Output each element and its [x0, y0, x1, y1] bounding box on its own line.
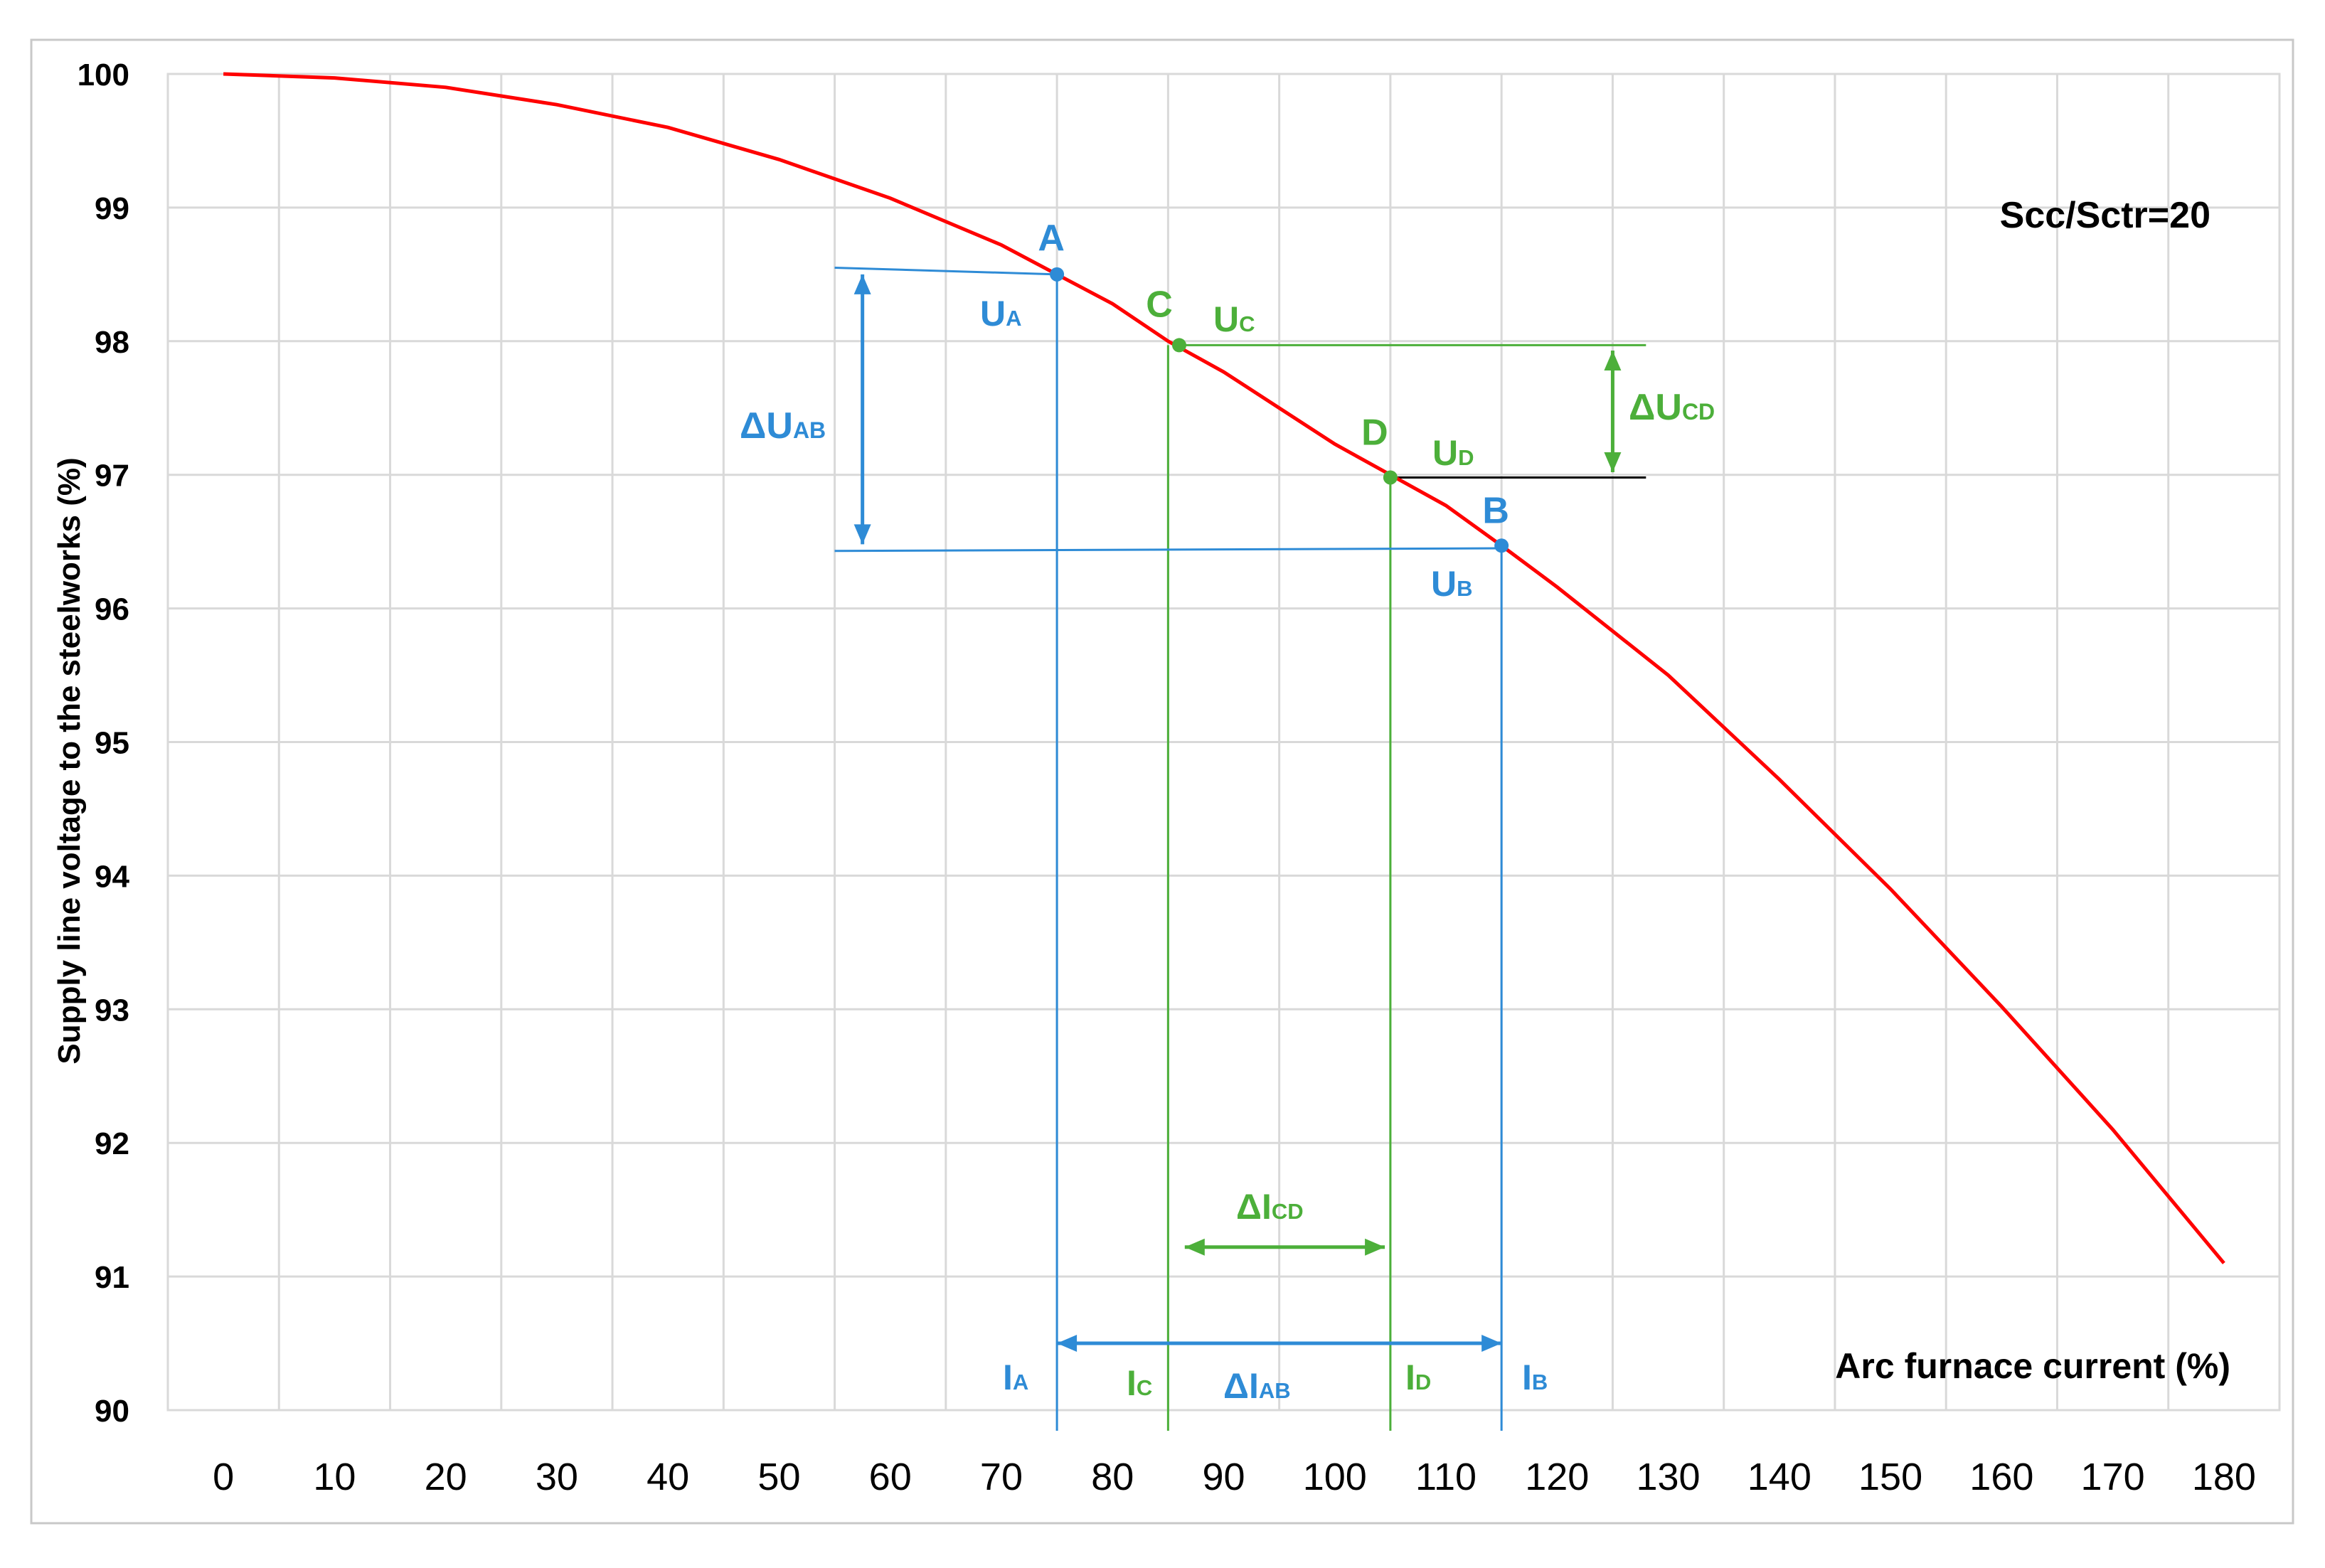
label-delta-i-cd: ΔICD — [1236, 1187, 1304, 1227]
guide-ub — [834, 547, 1502, 553]
y-tick-label: 95 — [95, 726, 129, 761]
delta-u-cd-arrow-head — [1604, 350, 1622, 370]
point-label-c: C — [1146, 284, 1173, 325]
y-tick-label: 98 — [95, 325, 129, 360]
y-tick-label: 99 — [95, 191, 129, 226]
delta-i-ab-arrow — [1057, 1335, 1502, 1353]
delta-u-ab-arrow-head — [853, 524, 871, 545]
delta-i-cd-arrow-head — [1184, 1238, 1205, 1256]
x-tick-label: 150 — [1858, 1456, 1922, 1498]
x-tick-label: 60 — [869, 1456, 912, 1498]
point-d — [1383, 470, 1398, 485]
y-tick-label: 94 — [95, 859, 129, 894]
y-tick-label: 100 — [78, 58, 129, 92]
delta-u-ab-arrow — [853, 274, 871, 545]
label-uc: UC — [1213, 299, 1255, 339]
label-ub: UB — [1431, 564, 1473, 604]
label-delta-u-ab: ΔUAB — [740, 405, 826, 447]
x-tick-label: 10 — [313, 1456, 356, 1498]
point-label-b: B — [1482, 490, 1509, 531]
voltage-curve — [223, 72, 2225, 1264]
gridlines — [166, 73, 2281, 1412]
x-tick-label: 170 — [2081, 1456, 2145, 1498]
y-tick-label: 92 — [95, 1126, 129, 1161]
label-ua: UA — [980, 294, 1022, 334]
y-tick-label: 90 — [95, 1394, 129, 1429]
x-tick-label: 80 — [1091, 1456, 1134, 1498]
delta-i-ab-arrow-head — [1481, 1335, 1502, 1353]
x-tick-label: 20 — [425, 1456, 467, 1498]
label-delta-i-ab: ΔIAB — [1223, 1366, 1291, 1406]
y-tick-label: 91 — [95, 1260, 129, 1295]
label-ud: UD — [1432, 433, 1474, 473]
delta-i-cd-arrow-head — [1365, 1238, 1385, 1256]
y-tick-labels: 90 91 92 93 94 95 96 97 98 99 100 — [78, 58, 130, 1429]
label-ib: IB — [1522, 1358, 1548, 1397]
x-tick-label: 110 — [1415, 1456, 1477, 1498]
x-tick-label: 120 — [1525, 1456, 1589, 1498]
x-tick-label: 70 — [980, 1456, 1023, 1498]
x-tick-label: 0 — [213, 1456, 234, 1498]
point-c — [1171, 338, 1186, 353]
y-tick-label: 93 — [95, 993, 129, 1028]
annotation-labels: A C D B UA UC UD UB ΔUAB ΔUCD ΔICD ΔIAB IA IC ID IB — [740, 218, 1715, 1406]
x-tick-label: 180 — [2192, 1456, 2256, 1498]
delta-i-ab-arrow-head — [1057, 1335, 1078, 1353]
x-tick-label: 50 — [757, 1456, 800, 1498]
chart-frame — [30, 38, 2294, 1525]
x-tick-label: 90 — [1202, 1456, 1245, 1498]
x-tick-label: 40 — [647, 1456, 689, 1498]
point-label-a: A — [1038, 218, 1065, 259]
y-tick-label: 96 — [95, 592, 129, 627]
point-a — [1050, 267, 1065, 282]
point-label-d: D — [1361, 412, 1388, 453]
x-axis-title: Arc furnace current (%) — [1835, 1346, 2230, 1386]
x-tick-label: 160 — [1969, 1456, 2033, 1498]
x-tick-label: 140 — [1747, 1456, 1811, 1498]
point-b — [1494, 538, 1509, 553]
delta-u-ab-arrow-head — [853, 274, 871, 294]
label-ic: IC — [1127, 1363, 1152, 1403]
label-ia: IA — [1003, 1358, 1028, 1397]
ratio-annotation: Scc/Sctr=20 — [2000, 195, 2210, 236]
y-axis-title: Supply line voltage to the steelworks (%… — [52, 457, 87, 1064]
delta-i-cd-arrow — [1184, 1238, 1385, 1256]
x-tick-labels: 0 10 20 30 40 50 60 70 80 90 100 110 120 130 140 150 160… — [213, 1456, 2256, 1498]
data-points — [1050, 267, 1509, 553]
y-tick-label: 97 — [95, 459, 129, 494]
label-id: ID — [1405, 1358, 1431, 1397]
delta-u-cd-arrow — [1604, 350, 1622, 472]
delta-u-cd-arrow-head — [1604, 452, 1622, 472]
x-tick-label: 100 — [1303, 1456, 1367, 1498]
guide-ua — [834, 266, 1058, 276]
label-delta-u-cd: ΔUCD — [1629, 387, 1715, 428]
guide-lines — [834, 266, 1646, 1431]
x-tick-label: 130 — [1636, 1456, 1700, 1498]
x-tick-label: 30 — [536, 1456, 578, 1498]
